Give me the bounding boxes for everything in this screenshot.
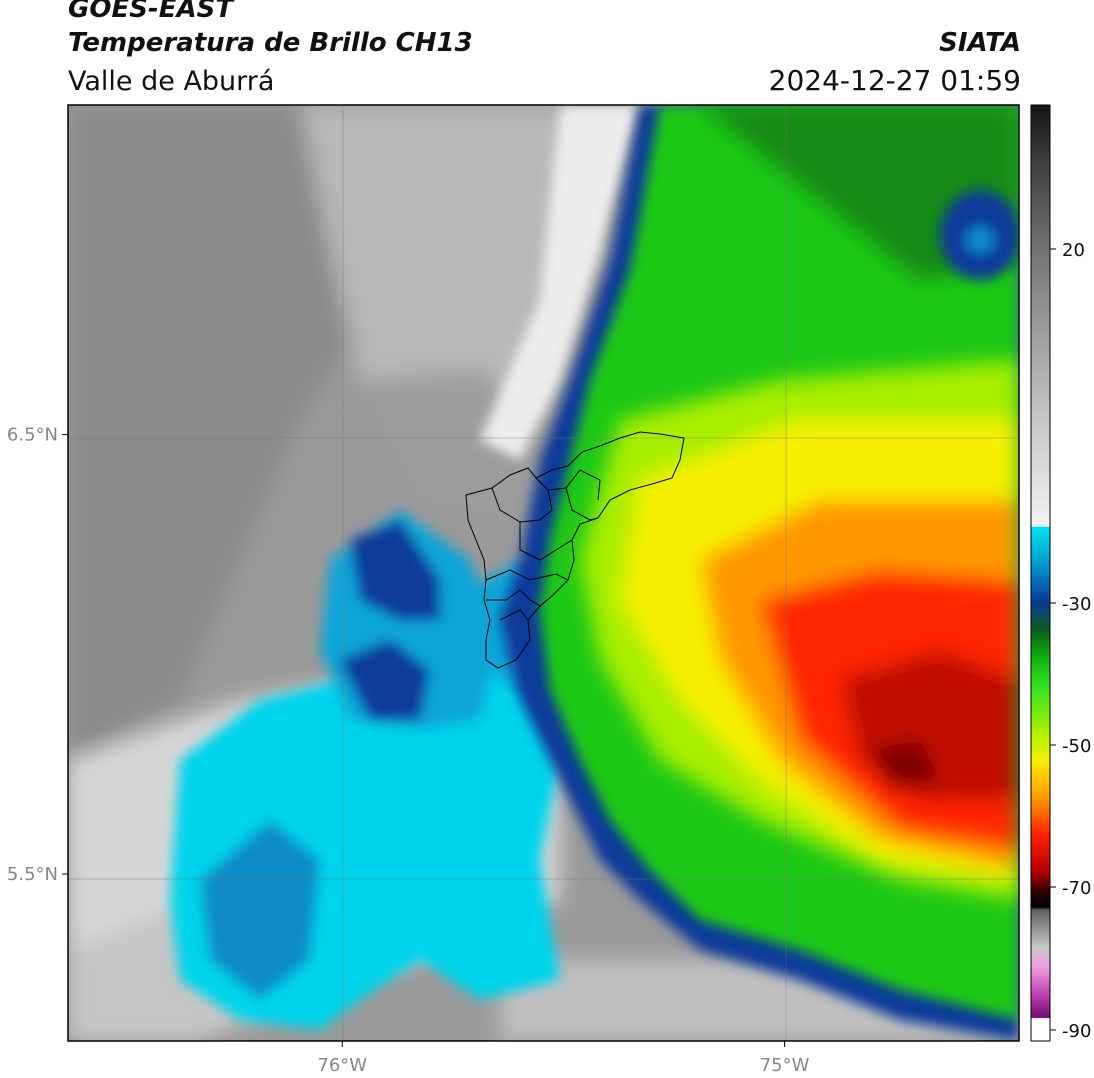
brightness-temperature-field [68,105,1019,1041]
agency-label: SIATA [939,28,1021,58]
colorbar-tick-label-1: -30 [1062,594,1091,615]
colorbar-ticks: 20 -30 -50 -70 -90 [1050,240,1091,1042]
satellite-title: GOES-EAST [68,0,234,24]
datetime-label: 2024-12-27 01:59 [768,64,1021,97]
map-frame [67,104,1020,1042]
product-title: Temperatura de Brillo CH13 [68,28,473,58]
colorbar-tick-label-0: 20 [1062,240,1085,261]
municipality-boundaries [465,431,685,669]
lon-tick-label-1: 75°W [760,1055,810,1076]
colorbar-tick-label-2: -50 [1062,736,1091,757]
region-title: Valle de Aburrá [68,66,275,97]
map-axis-ticks: 6.5°N 5.5°N 76°W 75°W [7,425,810,1076]
colorbar-tick-label-4: -90 [1062,1021,1091,1042]
colorbar [1030,104,1051,1042]
lat-tick-label-0: 6.5°N [7,425,58,446]
lat-tick-label-1: 5.5°N [7,864,58,885]
gridlines [68,105,1019,1041]
lon-tick-label-0: 76°W [317,1055,367,1076]
colorbar-tick-label-3: -70 [1062,878,1091,899]
